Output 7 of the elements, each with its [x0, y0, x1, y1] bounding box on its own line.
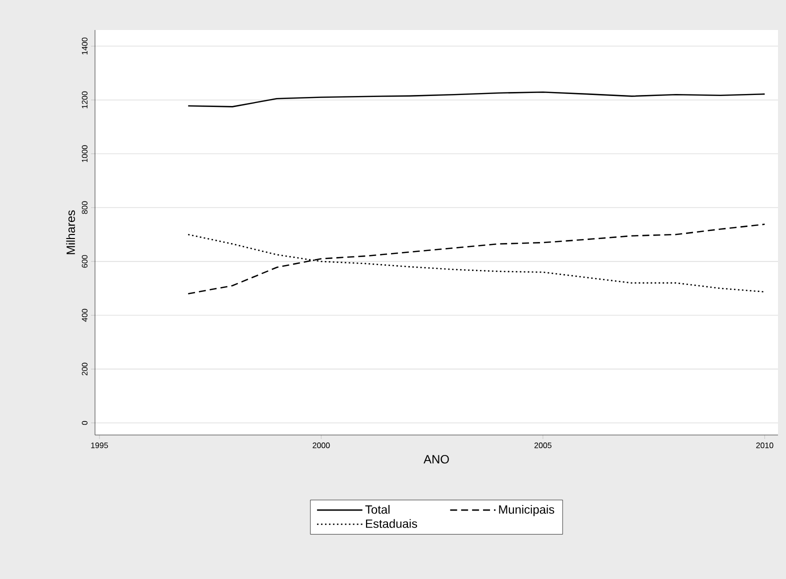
line-series: [188, 224, 766, 294]
legend-label: Estaduais: [366, 519, 418, 528]
y-axis-title: Milhares: [66, 210, 75, 254]
legend-label: Total: [365, 505, 390, 514]
line-series: [188, 92, 766, 108]
x-axis-title: ANO: [424, 455, 449, 464]
legend-label: Municipais: [499, 505, 554, 516]
